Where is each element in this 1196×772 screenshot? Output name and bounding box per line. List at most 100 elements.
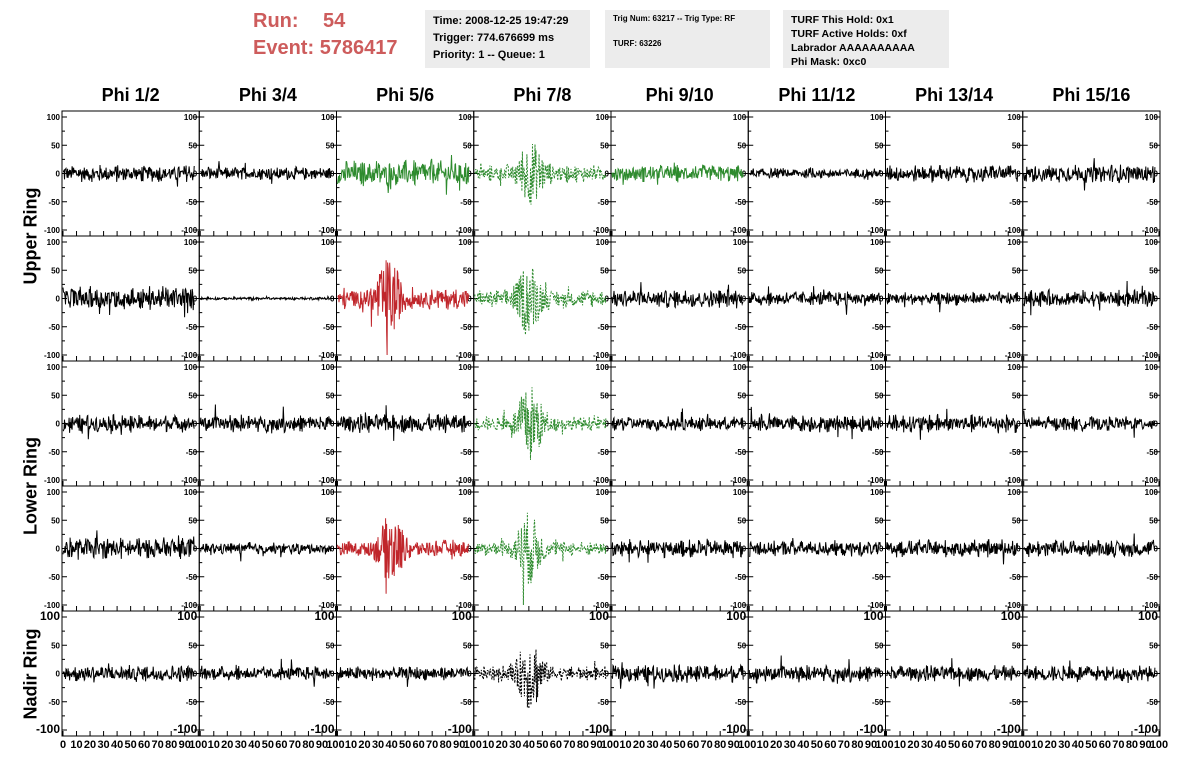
y-tick-label: 50 bbox=[875, 391, 884, 400]
waveform-trace bbox=[337, 260, 470, 356]
y-tick-label: 0 bbox=[193, 170, 198, 179]
x-tick-label: 100 bbox=[326, 739, 344, 751]
panel-r3-c4: -100 -50 0 50 100 bbox=[473, 360, 612, 487]
y-tick-label: 0 bbox=[193, 545, 198, 554]
y-tick-label: 100 bbox=[596, 238, 610, 247]
x-tick-label: 20 bbox=[907, 739, 919, 751]
y-tick-label: 100 bbox=[863, 609, 883, 623]
y-tick-label: 100 bbox=[452, 609, 472, 623]
x-tick-label: 60 bbox=[687, 739, 699, 751]
x-tick-label: 50 bbox=[1085, 739, 1097, 751]
panel-r3-c2: -100 -50 0 50 100 bbox=[198, 360, 337, 487]
waveform-trace bbox=[62, 663, 195, 683]
y-tick-label: -100 bbox=[859, 722, 883, 736]
x-tick-label: 30 bbox=[784, 739, 796, 751]
y-tick-label: 0 bbox=[1016, 670, 1021, 679]
waveform-trace bbox=[611, 662, 744, 689]
panel-r1-c8: -100 -50 0 50 100 bbox=[1022, 110, 1161, 237]
event-value: 5786417 bbox=[319, 37, 398, 59]
waveform-trace bbox=[748, 406, 881, 440]
y-tick-label: 0 bbox=[879, 170, 884, 179]
x-tick-label: 80 bbox=[1126, 739, 1138, 751]
y-tick-label: -100 bbox=[1005, 351, 1022, 360]
event-label: Event: bbox=[253, 37, 315, 59]
y-tick-label: -50 bbox=[1146, 323, 1158, 332]
panel-r3-c8: -100 -50 0 50 100 bbox=[1022, 360, 1161, 487]
y-tick-label: -50 bbox=[460, 573, 472, 582]
panel-r3-c3: -100 -50 0 50 100 bbox=[336, 360, 475, 487]
y-tick-label: 50 bbox=[1149, 516, 1158, 525]
x-tick-label: 100 bbox=[738, 739, 756, 751]
x-tick-label: 80 bbox=[989, 739, 1001, 751]
y-tick-label: 100 bbox=[733, 238, 747, 247]
y-tick-label: 50 bbox=[188, 266, 197, 275]
x-tick-label: 60 bbox=[962, 739, 974, 751]
y-tick-label: -100 bbox=[593, 226, 610, 235]
phi-header-6: Phi 11/12 bbox=[778, 85, 856, 105]
y-tick-label: 0 bbox=[742, 295, 747, 304]
y-tick-label: 50 bbox=[463, 141, 472, 150]
y-tick-label: -100 bbox=[181, 476, 198, 485]
phi-header-7: Phi 13/14 bbox=[915, 85, 994, 105]
y-tick-label-left: 50 bbox=[51, 641, 60, 650]
waveform-trace bbox=[611, 408, 744, 433]
panel-r2-c4: -100 -50 0 50 100 bbox=[473, 235, 612, 362]
labrador-text: Labrador AAAAAAAAAA bbox=[791, 42, 915, 54]
y-tick-label: 100 bbox=[314, 609, 334, 623]
y-tick-label: -100 bbox=[318, 601, 335, 610]
waveform-trace bbox=[474, 143, 607, 205]
y-tick-label: 50 bbox=[1012, 516, 1021, 525]
y-tick-label: -100 bbox=[318, 476, 335, 485]
x-tick-label: 0 bbox=[60, 739, 66, 751]
y-tick-label: 50 bbox=[737, 516, 746, 525]
y-tick-label: -100 bbox=[310, 722, 334, 736]
x-tick-label: 100 bbox=[464, 739, 482, 751]
waveform-trace bbox=[1023, 533, 1156, 559]
x-tick-label: 80 bbox=[851, 739, 863, 751]
x-tick-label: 90 bbox=[316, 739, 328, 751]
waveform-trace bbox=[199, 161, 332, 184]
y-tick-label: -50 bbox=[186, 198, 198, 207]
y-tick-label: 100 bbox=[458, 238, 472, 247]
y-tick-label: -50 bbox=[186, 698, 198, 707]
y-tick-label: -50 bbox=[323, 573, 335, 582]
trigger-info-box: Trig Num: 63217 -- Trig Type: RF TURF: 6… bbox=[605, 10, 770, 68]
y-tick-label: -100 bbox=[181, 226, 198, 235]
x-tick-label: 40 bbox=[248, 739, 260, 751]
y-tick-label: -50 bbox=[735, 573, 747, 582]
x-tick-label: 100 bbox=[1150, 739, 1168, 751]
y-tick-label: 100 bbox=[596, 363, 610, 372]
y-tick-label-left: -100 bbox=[44, 601, 61, 610]
x-tick-label: 10 bbox=[345, 739, 357, 751]
y-tick-label: 0 bbox=[605, 170, 610, 179]
waveform-trace bbox=[1023, 410, 1156, 438]
y-tick-label: -50 bbox=[872, 323, 884, 332]
x-tick-label: 40 bbox=[1072, 739, 1084, 751]
y-tick-label: -100 bbox=[318, 351, 335, 360]
y-tick-label: -50 bbox=[872, 573, 884, 582]
y-tick-label-left: -50 bbox=[48, 573, 60, 582]
run-label: Run: bbox=[253, 10, 299, 32]
x-tick-label: 10 bbox=[208, 739, 220, 751]
y-tick-label-left: -50 bbox=[48, 323, 60, 332]
y-tick-label-left: 50 bbox=[51, 391, 60, 400]
priority-text: Priority: 1 -- Queue: 1 bbox=[433, 49, 545, 61]
x-tick-label: 20 bbox=[633, 739, 645, 751]
waveform-trace bbox=[748, 286, 881, 315]
y-tick-label: 100 bbox=[733, 363, 747, 372]
time-info-box: Time: 2008-12-25 19:47:29 Trigger: 774.6… bbox=[425, 10, 590, 68]
y-tick-label: 100 bbox=[870, 113, 884, 122]
y-tick-label: -100 bbox=[730, 226, 747, 235]
panel-r4-c7: -100 -50 0 50 100 bbox=[885, 485, 1024, 612]
y-tick-label: -100 bbox=[1142, 226, 1159, 235]
x-tick-label: 50 bbox=[811, 739, 823, 751]
y-tick-label: 50 bbox=[463, 641, 472, 650]
x-tick-label: 70 bbox=[563, 739, 575, 751]
x-tick-label: 20 bbox=[770, 739, 782, 751]
x-tick-label: 60 bbox=[1099, 739, 1111, 751]
y-tick-label: 0 bbox=[879, 420, 884, 429]
panel-r2-c5: -100 -50 0 50 100 bbox=[610, 235, 749, 362]
waveform-trace bbox=[886, 291, 1019, 313]
x-tick-label: 50 bbox=[262, 739, 274, 751]
y-tick-label: 100 bbox=[321, 238, 335, 247]
